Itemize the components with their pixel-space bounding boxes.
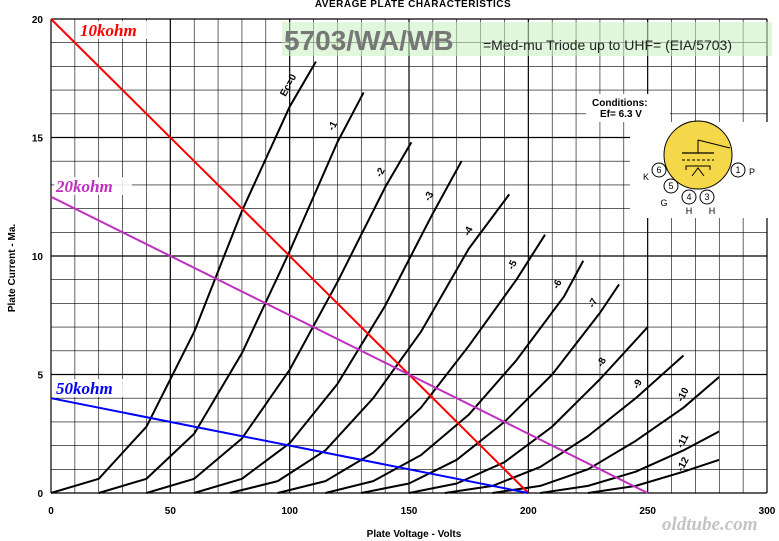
plate-curve — [492, 376, 720, 494]
pin-circle — [730, 162, 746, 178]
pin-circle — [681, 189, 697, 205]
plate-curve — [193, 160, 463, 494]
plate-curve — [146, 141, 413, 494]
plate-curve-label: -8 — [595, 356, 609, 369]
plate-curve-label: -1 — [326, 119, 340, 132]
plate-curve — [229, 193, 511, 494]
load-line-label: 20kohm — [55, 177, 113, 196]
conditions-heading: Conditions: — [592, 98, 648, 109]
load-line-label: 10kohm — [80, 21, 137, 40]
tube-banner-background — [282, 22, 772, 56]
y-tick-label: 15 — [32, 134, 44, 145]
pin-circle — [699, 189, 715, 205]
plate-curve-label: -10 — [675, 386, 692, 404]
chart-title: AVERAGE PLATE CHARACTERISTICS — [315, 0, 511, 10]
pin-circle — [651, 162, 667, 178]
tube-base-circle — [663, 120, 733, 190]
pin-number: 3 — [704, 192, 709, 202]
pin-name: G — [660, 198, 667, 208]
load-line-label-background — [78, 21, 156, 39]
pin-name: P — [749, 167, 755, 177]
x-axis-label: Plate Voltage - Volts — [367, 529, 462, 540]
plate-curve-label: -3 — [422, 190, 436, 203]
pin-number: 4 — [686, 192, 691, 202]
load-line-label-background — [54, 177, 132, 195]
tube-description: =Med-mu Triode up to UHF= (EIA/5703) — [483, 37, 732, 53]
plate-curve — [540, 430, 720, 494]
plate-curve — [325, 260, 585, 494]
plate-curve-label: -7 — [587, 296, 601, 309]
conditions-ef: Ef= 6.3 V — [600, 109, 642, 120]
load-line — [50, 397, 529, 494]
plate-curve — [277, 234, 546, 494]
plate-curve-label: -5 — [506, 258, 520, 271]
load-line-label: 50kohm — [56, 379, 113, 398]
x-tick-label: 250 — [639, 506, 656, 517]
plate-curve — [50, 61, 317, 494]
plate-curve — [98, 92, 365, 494]
y-tick-label: 20 — [32, 15, 44, 26]
plate-curve-label: -9 — [631, 377, 645, 390]
conditions-box: Conditions: Ef= 6.3 V — [586, 94, 670, 122]
conditions-background — [586, 94, 670, 122]
pin-number: 5 — [668, 181, 673, 191]
watermark: oldtube.com — [662, 514, 758, 535]
tube-type: 5703/WA/WB — [284, 25, 454, 56]
tube-banner: 5703/WA/WB =Med-mu Triode up to UHF= (EI… — [282, 22, 772, 56]
pin-name: H — [686, 206, 693, 216]
load-lines: 10kohm 20kohm 50kohm — [50, 18, 649, 494]
pin-circle — [663, 178, 679, 194]
basing-diagram: 65 4 3 1 K G H H P — [630, 120, 770, 218]
x-tick-label: 50 — [165, 506, 177, 517]
plate-curve — [408, 326, 649, 494]
pin-circles: 65 4 3 1 — [651, 162, 746, 205]
triode-symbol — [682, 139, 731, 177]
plate-curve-label: -2 — [374, 166, 388, 179]
x-tick-label: 100 — [281, 506, 298, 517]
chart-grid — [50, 18, 768, 494]
x-tick-label: 300 — [759, 506, 776, 517]
load-line-label-background — [54, 379, 132, 397]
x-tick-label: 200 — [520, 506, 537, 517]
pin-name: H — [709, 206, 716, 216]
load-line — [50, 195, 649, 494]
pin-number: 6 — [656, 165, 661, 175]
y-tick-label: 0 — [37, 489, 43, 500]
plate-curve — [587, 458, 720, 494]
pin-name: K — [643, 172, 649, 182]
x-tick-label: 0 — [48, 506, 54, 517]
pin-number: 1 — [735, 165, 740, 175]
plate-lead-out — [697, 139, 731, 149]
cathode-symbol — [685, 165, 711, 170]
plate-curve-label: -4 — [462, 225, 476, 238]
y-tick-label: 5 — [37, 371, 43, 382]
y-axis-label: Plate Current - Ma. — [7, 224, 18, 313]
x-tick-label: 150 — [401, 506, 418, 517]
y-tick-label: 10 — [32, 252, 44, 263]
plate-curves — [50, 61, 720, 494]
pin-names: K G H H P — [643, 167, 755, 216]
heater-symbol — [691, 167, 705, 177]
load-line — [50, 18, 530, 494]
